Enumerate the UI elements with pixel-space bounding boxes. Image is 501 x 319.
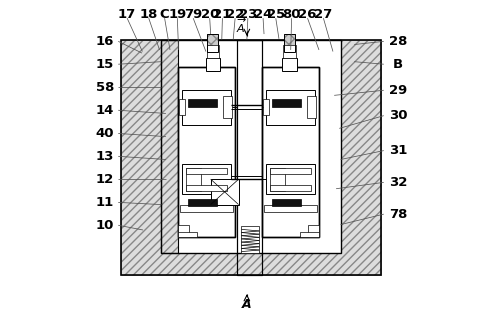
Text: 11: 11 bbox=[96, 196, 114, 209]
Bar bbox=[177, 67, 234, 237]
Bar bbox=[223, 96, 232, 118]
Text: 26: 26 bbox=[298, 9, 316, 21]
Text: 20: 20 bbox=[200, 9, 218, 21]
Bar bbox=[262, 67, 318, 237]
Text: 58: 58 bbox=[96, 81, 114, 93]
Bar bbox=[236, 41, 262, 253]
Text: 32: 32 bbox=[388, 176, 406, 189]
Text: 15: 15 bbox=[96, 58, 114, 71]
Text: 14: 14 bbox=[96, 104, 114, 117]
Bar bbox=[264, 205, 316, 212]
Bar bbox=[207, 34, 217, 51]
Bar bbox=[207, 34, 217, 51]
Bar bbox=[262, 67, 318, 237]
Text: 24: 24 bbox=[254, 9, 272, 21]
Bar bbox=[177, 67, 234, 237]
Bar bbox=[208, 39, 215, 70]
Bar bbox=[121, 41, 380, 275]
Bar bbox=[285, 39, 292, 70]
Bar bbox=[283, 45, 295, 58]
Bar bbox=[282, 58, 296, 70]
Bar bbox=[180, 205, 232, 212]
Bar bbox=[236, 41, 262, 275]
Bar bbox=[236, 41, 262, 275]
Bar bbox=[161, 41, 177, 253]
Bar bbox=[188, 99, 216, 107]
Bar bbox=[241, 226, 259, 253]
Bar bbox=[262, 67, 318, 117]
Bar bbox=[236, 41, 262, 275]
Text: 17: 17 bbox=[118, 9, 136, 21]
Text: 79: 79 bbox=[184, 9, 202, 21]
Bar bbox=[185, 168, 227, 174]
Bar bbox=[210, 179, 238, 204]
Bar bbox=[307, 96, 316, 118]
Bar bbox=[272, 198, 300, 205]
Bar bbox=[185, 168, 201, 191]
Bar bbox=[161, 41, 340, 253]
Text: 30: 30 bbox=[388, 109, 406, 122]
Bar bbox=[161, 41, 340, 253]
Bar bbox=[206, 45, 219, 58]
Bar bbox=[185, 185, 227, 191]
Bar bbox=[161, 41, 177, 253]
Bar bbox=[178, 99, 185, 115]
Text: B: B bbox=[392, 58, 402, 71]
Text: 31: 31 bbox=[388, 144, 406, 157]
Text: 22: 22 bbox=[225, 9, 244, 21]
Text: 21: 21 bbox=[213, 9, 231, 21]
Text: 23: 23 bbox=[238, 9, 257, 21]
Text: $\overrightarrow{A}$: $\overrightarrow{A}$ bbox=[236, 17, 247, 35]
Text: 28: 28 bbox=[388, 35, 406, 48]
Text: 10: 10 bbox=[96, 219, 114, 232]
Bar bbox=[283, 34, 294, 51]
Bar bbox=[177, 232, 196, 237]
Text: A: A bbox=[241, 299, 251, 311]
Text: 40: 40 bbox=[96, 127, 114, 140]
Bar bbox=[188, 198, 216, 205]
Bar bbox=[177, 67, 234, 117]
Bar bbox=[266, 90, 315, 124]
Bar bbox=[300, 232, 319, 237]
Text: 19: 19 bbox=[168, 9, 186, 21]
Text: 25: 25 bbox=[266, 9, 285, 21]
Text: 27: 27 bbox=[314, 9, 332, 21]
Bar bbox=[182, 90, 231, 124]
Bar bbox=[205, 58, 220, 70]
Bar bbox=[269, 168, 285, 191]
Bar bbox=[272, 99, 300, 107]
Text: 16: 16 bbox=[96, 35, 114, 48]
Bar bbox=[121, 41, 380, 275]
Text: 13: 13 bbox=[96, 150, 114, 163]
Bar bbox=[266, 164, 315, 195]
Text: 80: 80 bbox=[282, 9, 300, 21]
Bar bbox=[177, 225, 189, 237]
Text: 78: 78 bbox=[388, 208, 406, 221]
Text: 18: 18 bbox=[139, 9, 158, 21]
Bar bbox=[307, 225, 318, 237]
Bar bbox=[121, 41, 380, 275]
Text: C: C bbox=[159, 9, 169, 21]
Bar bbox=[269, 185, 311, 191]
Bar bbox=[262, 99, 269, 115]
Text: 29: 29 bbox=[388, 84, 406, 97]
Bar bbox=[269, 168, 311, 174]
Bar bbox=[283, 34, 294, 51]
Text: 12: 12 bbox=[96, 173, 114, 186]
Bar bbox=[182, 164, 231, 195]
